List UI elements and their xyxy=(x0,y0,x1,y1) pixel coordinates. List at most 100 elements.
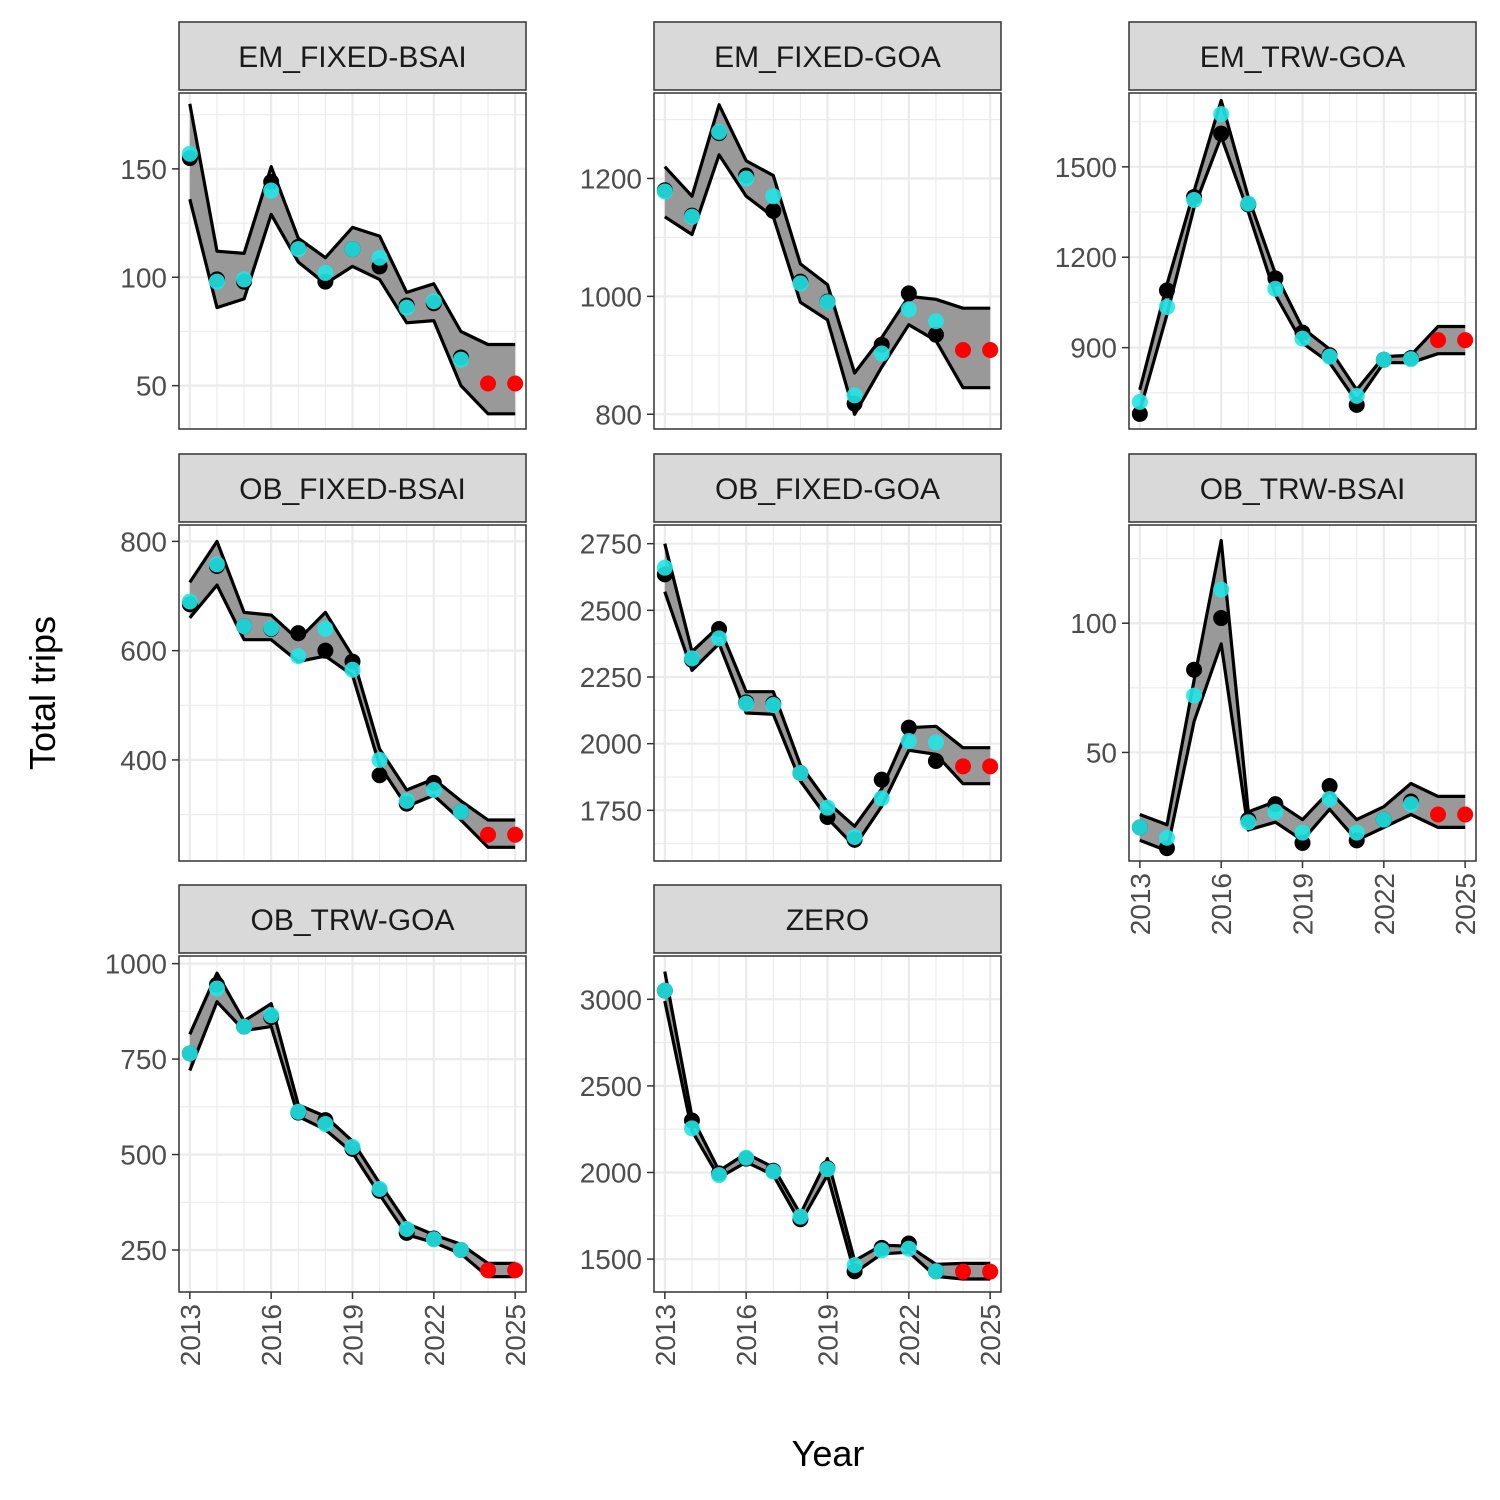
model-point xyxy=(819,294,836,311)
model-point xyxy=(683,208,700,225)
y-tick-label: 100 xyxy=(1070,608,1117,639)
model-point xyxy=(873,790,890,807)
y-tick-label: 1500 xyxy=(580,1244,642,1275)
model-point xyxy=(317,264,334,281)
model-point xyxy=(927,734,944,751)
model-point xyxy=(846,1257,863,1274)
model-point xyxy=(371,751,388,768)
model-point xyxy=(236,271,253,288)
panel-border xyxy=(653,92,1002,430)
y-tick-label: 750 xyxy=(120,1044,167,1075)
forecast-point xyxy=(982,758,999,775)
facet-strip xyxy=(653,21,1002,91)
model-point xyxy=(181,1045,198,1062)
model-point xyxy=(344,1138,361,1155)
y-tick-label: 2500 xyxy=(580,1071,642,1102)
band-upper-line xyxy=(188,103,516,347)
model-point xyxy=(290,1103,307,1120)
model-point xyxy=(900,301,917,318)
model-point xyxy=(181,145,198,162)
model-point xyxy=(1186,191,1203,208)
model-point xyxy=(1158,298,1175,315)
forecast-point xyxy=(507,375,524,392)
facet-title: OB_FIXED-BSAI xyxy=(239,473,466,506)
actual-point xyxy=(900,719,917,736)
model-point xyxy=(425,781,442,798)
forecast-point xyxy=(1457,332,1474,349)
facet-strip xyxy=(178,21,527,91)
y-tick-label: 250 xyxy=(120,1235,167,1266)
model-point xyxy=(765,188,782,205)
model-point xyxy=(656,183,673,200)
model-point xyxy=(452,1242,469,1258)
facet-title: OB_FIXED-GOA xyxy=(715,473,940,506)
facet-panel: OB_FIXED-GOA 1750 2000 2250 2500 2750 xyxy=(580,453,1002,862)
model-point xyxy=(900,1240,917,1257)
y-tick-label: 1000 xyxy=(105,949,167,980)
model-point xyxy=(711,123,728,140)
model-point xyxy=(765,697,782,713)
model-point xyxy=(873,345,890,362)
forecast-point xyxy=(955,1263,972,1280)
band-upper-line xyxy=(1139,538,1466,827)
model-point xyxy=(208,273,225,290)
panel-border xyxy=(178,92,527,430)
actual-point xyxy=(900,285,917,302)
model-point xyxy=(425,293,442,310)
x-tick-label: 2019 xyxy=(338,1304,369,1366)
facet-title: EM_TRW-GOA xyxy=(1200,41,1406,74)
facet-panel: OB_TRW-BSAI 50 100 2013 2016 2019 2022 2025 xyxy=(1070,453,1481,935)
y-tick-label: 1750 xyxy=(580,795,642,826)
prediction-band xyxy=(189,541,516,848)
y-tick-label: 2250 xyxy=(580,662,642,693)
model-point xyxy=(683,1120,700,1137)
y-tick-label: 2750 xyxy=(580,529,642,560)
model-point xyxy=(1348,824,1365,841)
model-point xyxy=(1402,351,1419,368)
x-axis-title: Year xyxy=(792,1433,865,1474)
model-point xyxy=(927,1263,944,1280)
actual-point xyxy=(927,326,944,343)
model-point xyxy=(1131,819,1148,836)
y-tick-label: 800 xyxy=(595,399,642,430)
forecast-point xyxy=(982,1263,999,1280)
forecast-point xyxy=(1430,806,1447,823)
model-point xyxy=(792,1208,809,1225)
y-tick-label: 50 xyxy=(136,371,167,402)
actual-point xyxy=(1213,125,1230,142)
forecast-point xyxy=(480,1262,497,1279)
model-point xyxy=(398,1221,415,1237)
x-tick-label: 2025 xyxy=(1450,873,1481,935)
y-tick-label: 1200 xyxy=(580,163,642,194)
model-point xyxy=(792,275,809,292)
model-point xyxy=(290,648,307,665)
model-point xyxy=(1131,393,1148,410)
model-point xyxy=(738,695,755,712)
facet-panel: ZERO 1500 2000 2500 3000 2013 2016 2019 2022 2025 xyxy=(580,884,1006,1366)
model-point xyxy=(425,1231,442,1248)
facet-strip xyxy=(1128,453,1477,523)
x-tick-label: 2022 xyxy=(894,1304,925,1366)
model-point xyxy=(1213,581,1230,598)
model-point xyxy=(656,559,673,576)
model-point xyxy=(398,299,415,316)
model-point xyxy=(711,630,728,647)
x-tick-label: 2025 xyxy=(975,1304,1006,1366)
actual-point xyxy=(290,625,307,642)
model-point xyxy=(181,593,198,610)
model-point xyxy=(317,620,334,637)
model-point xyxy=(900,733,917,749)
y-tick-label: 1500 xyxy=(1055,152,1117,183)
y-tick-label: 150 xyxy=(120,154,167,185)
facet-panel: OB_FIXED-BSAI 400 600 800 xyxy=(120,453,527,862)
y-tick-label: 50 xyxy=(1086,737,1117,768)
model-point xyxy=(846,829,863,845)
model-point xyxy=(1213,106,1230,123)
y-tick-label: 1200 xyxy=(1055,242,1117,273)
model-point xyxy=(1240,195,1257,212)
x-tick-label: 2013 xyxy=(175,1304,206,1366)
facet-panel: OB_TRW-GOA 250 500 750 1000 2013 2016 2019 2022 2… xyxy=(105,884,531,1366)
actual-point xyxy=(1321,778,1338,795)
facet-strip xyxy=(178,453,527,523)
